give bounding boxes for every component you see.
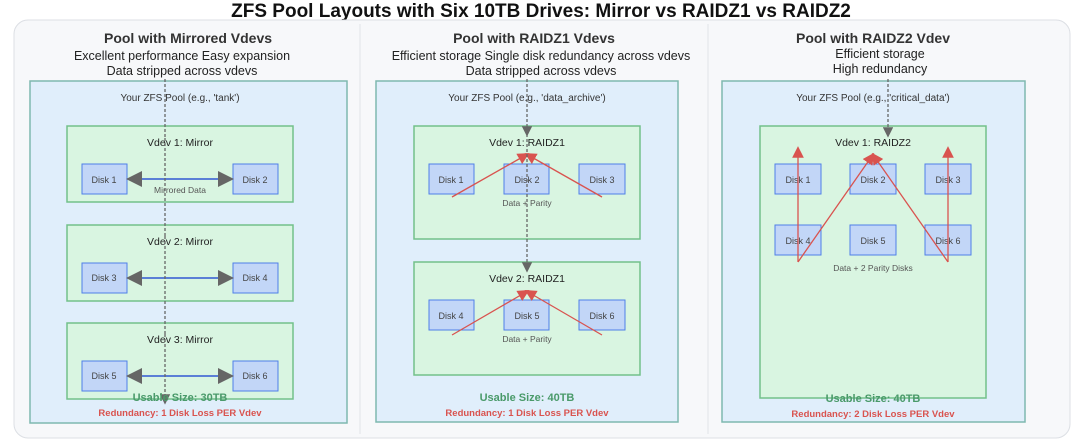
vdev-label: Vdev 2: RAIDZ1 [489,273,565,285]
disk [232,360,279,392]
panel-title: Pool with Mirrored Vdevs [104,30,272,46]
disk-label: Disk 5 [514,311,539,321]
parity-line [524,153,603,198]
disk-label: Disk 3 [91,273,116,283]
vdev-note: Mirrored Data [154,185,206,195]
vdev-label: Vdev 1: RAIDZ1 [489,137,565,149]
panel-subtitle: Data stripped across vdevs [466,64,617,78]
disk [428,299,475,331]
vdev-label: Vdev 1: Mirror [147,137,213,149]
disk-label: Disk 2 [860,175,885,185]
disk [503,299,550,331]
disk [232,163,279,195]
disk-label: Disk 6 [242,371,267,381]
disk [81,262,128,294]
disk-label: Disk 5 [91,371,116,381]
redundancy: Redundancy: 2 Disk Loss PER Vdev [791,409,955,420]
vdev-label: Vdev 3: Mirror [147,334,213,346]
disk-label: Disk 1 [438,175,463,185]
panel-title: Pool with RAIDZ2 Vdev [796,30,950,46]
panel-title: Pool with RAIDZ1 Vdevs [453,30,615,46]
parity-line [451,153,530,198]
usable-size: Usable Size: 30TB [133,392,228,404]
disk [232,262,279,294]
vdev-label: Vdev 1: RAIDZ2 [835,137,911,149]
panel-subtitle: Excellent performance Easy expansion [74,49,290,63]
usable-size: Usable Size: 40TB [480,392,575,404]
disk [81,360,128,392]
panel-raidz1: Pool with RAIDZ1 Vdevs Efficient storage… [375,30,691,423]
disk-label: Disk 4 [438,311,463,321]
parity-line [797,152,875,263]
vdev-note: Data + Parity [502,334,552,344]
vdev-note: Data + Parity [502,198,552,208]
disk-label: Disk 3 [589,175,614,185]
diagram-title: ZFS Pool Layouts with Six 10TB Drives: M… [231,1,851,22]
panel-subtitle: Efficient storage [835,47,924,61]
parity-line [451,290,530,336]
pool-label: Your ZFS Pool (e.g., 'critical_data') [796,93,950,104]
parity-line [871,152,949,263]
disk [849,224,897,256]
disk-label: Disk 6 [589,311,614,321]
redundancy: Redundancy: 1 Disk Loss PER Vdev [445,408,609,419]
usable-size: Usable Size: 40TB [826,393,921,405]
vdev-label: Vdev 2: Mirror [147,236,213,248]
disk-label: Disk 1 [91,175,116,185]
panel-subtitle: Efficient storage Single disk redundancy… [392,49,691,63]
panel-subtitle: High redundancy [833,62,928,76]
panel-raidz2: Pool with RAIDZ2 Vdev Efficient storage … [721,30,1026,423]
panel-mirror: Pool with Mirrored Vdevs Excellent perfo… [29,30,348,424]
disk [578,299,626,331]
redundancy: Redundancy: 1 Disk Loss PER Vdev [98,408,262,419]
pool-label: Your ZFS Pool (e.g., 'data_archive') [448,93,605,104]
disk-label: Disk 5 [860,236,885,246]
parity-line [524,290,603,336]
pool-label: Your ZFS Pool (e.g., 'tank') [120,93,239,104]
disk-label: Disk 2 [242,175,267,185]
disk [81,163,128,195]
disk-label: Disk 4 [242,273,267,283]
panel-subtitle: Data stripped across vdevs [107,64,258,78]
vdev-note: Data + 2 Parity Disks [833,263,913,273]
disk [849,163,897,195]
